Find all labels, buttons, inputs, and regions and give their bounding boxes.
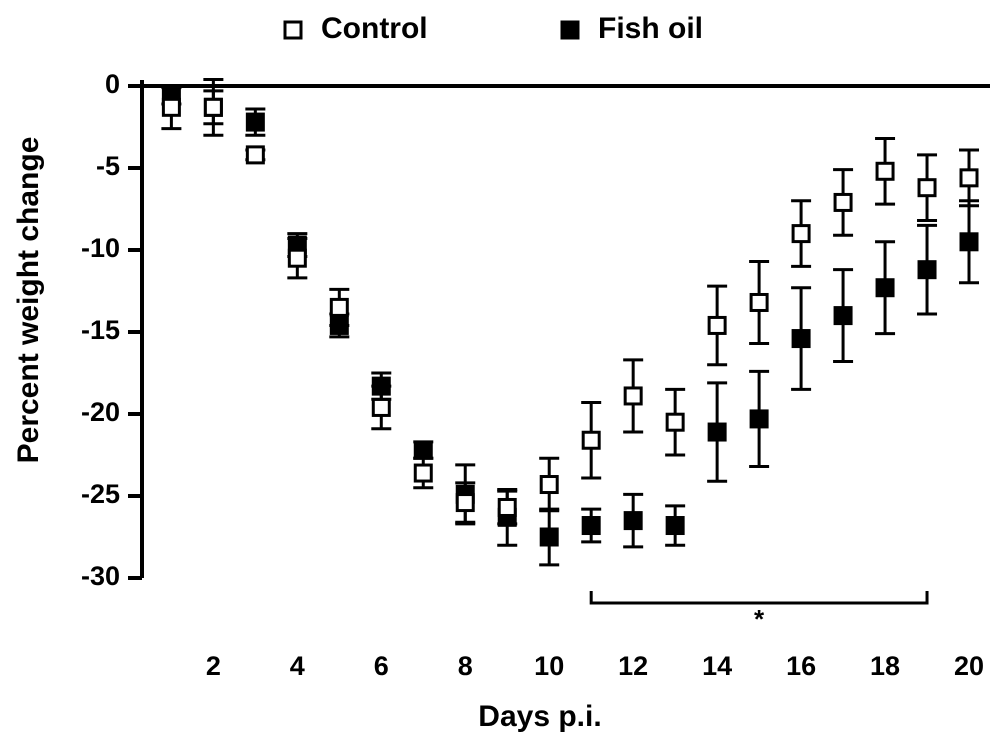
x-tick-label: 20 [954, 651, 984, 681]
marker [203, 97, 223, 117]
legend-label: Control [321, 12, 428, 45]
marker [833, 306, 853, 326]
x-tick-label: 8 [458, 651, 473, 681]
marker [245, 112, 265, 132]
marker [959, 232, 979, 252]
marker [707, 315, 727, 335]
marker [497, 497, 517, 517]
y-tick-label: -20 [81, 397, 120, 427]
y-axis-title: Percent weight change [12, 137, 45, 464]
marker [455, 493, 475, 513]
y-tick-label: -30 [81, 561, 120, 591]
y-tick-label: -10 [81, 233, 120, 263]
legend-label: Fish oil [598, 12, 703, 45]
marker [707, 422, 727, 442]
marker [665, 516, 685, 536]
x-tick-label: 18 [870, 651, 900, 681]
marker [287, 248, 307, 268]
marker [539, 475, 559, 495]
marker [917, 178, 937, 198]
x-axis-title: Days p.i. [478, 700, 601, 733]
marker [791, 329, 811, 349]
marker [665, 412, 685, 432]
y-tick-label: 0 [105, 69, 120, 99]
marker [581, 430, 601, 450]
marker [623, 386, 643, 406]
y-tick-label: -5 [96, 151, 120, 181]
marker [413, 440, 433, 460]
marker [329, 297, 349, 317]
x-tick-label: 12 [618, 651, 648, 681]
significance-bracket [589, 591, 929, 605]
marker [791, 224, 811, 244]
x-tick-label: 4 [290, 651, 305, 681]
marker [413, 463, 433, 483]
marker [749, 292, 769, 312]
marker [875, 161, 895, 181]
x-tick-label: 2 [206, 651, 221, 681]
marker [749, 409, 769, 429]
legend-marker [560, 20, 580, 40]
marker [371, 397, 391, 417]
marker [959, 168, 979, 188]
marker [917, 260, 937, 280]
significance-label: * [754, 604, 765, 634]
x-tick-label: 6 [374, 651, 389, 681]
legend-marker [283, 20, 303, 40]
y-tick-label: -15 [81, 315, 120, 345]
marker [581, 516, 601, 536]
x-tick-label: 16 [786, 651, 816, 681]
x-tick-label: 14 [702, 651, 732, 681]
y-tick-label: -25 [81, 479, 120, 509]
marker [539, 527, 559, 547]
marker [833, 192, 853, 212]
marker [875, 278, 895, 298]
marker [161, 97, 181, 117]
x-tick-label: 10 [534, 651, 564, 681]
marker [623, 511, 643, 531]
marker [245, 145, 265, 165]
